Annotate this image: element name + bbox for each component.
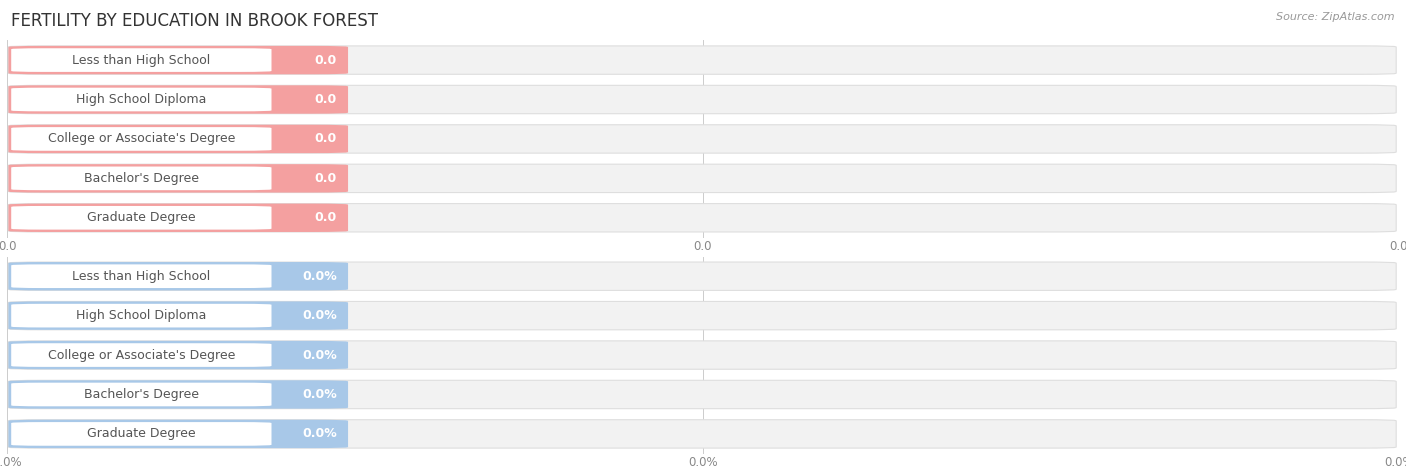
FancyBboxPatch shape — [11, 422, 271, 446]
Text: 0.0: 0.0 — [315, 211, 337, 224]
FancyBboxPatch shape — [8, 86, 349, 114]
Text: 0.0: 0.0 — [315, 93, 337, 106]
FancyBboxPatch shape — [11, 206, 271, 229]
Text: 0.0: 0.0 — [315, 133, 337, 145]
FancyBboxPatch shape — [8, 302, 349, 330]
FancyBboxPatch shape — [8, 341, 349, 369]
FancyBboxPatch shape — [8, 46, 349, 74]
FancyBboxPatch shape — [11, 265, 271, 288]
Text: 0.0%: 0.0% — [302, 388, 337, 401]
FancyBboxPatch shape — [8, 86, 1396, 114]
Text: 0.0: 0.0 — [315, 172, 337, 185]
FancyBboxPatch shape — [8, 46, 1396, 74]
Text: College or Associate's Degree: College or Associate's Degree — [48, 133, 235, 145]
Text: 0.0%: 0.0% — [302, 349, 337, 361]
FancyBboxPatch shape — [11, 48, 271, 72]
FancyBboxPatch shape — [8, 302, 1396, 330]
FancyBboxPatch shape — [11, 304, 271, 327]
FancyBboxPatch shape — [11, 383, 271, 406]
Text: Graduate Degree: Graduate Degree — [87, 211, 195, 224]
FancyBboxPatch shape — [11, 127, 271, 151]
FancyBboxPatch shape — [8, 420, 349, 448]
Text: College or Associate's Degree: College or Associate's Degree — [48, 349, 235, 361]
Text: 0.0: 0.0 — [315, 54, 337, 67]
FancyBboxPatch shape — [8, 125, 1396, 153]
FancyBboxPatch shape — [8, 164, 1396, 192]
FancyBboxPatch shape — [8, 204, 1396, 232]
Text: Less than High School: Less than High School — [72, 270, 211, 283]
Text: Less than High School: Less than High School — [72, 54, 211, 67]
FancyBboxPatch shape — [11, 88, 271, 111]
Text: Source: ZipAtlas.com: Source: ZipAtlas.com — [1277, 12, 1395, 22]
FancyBboxPatch shape — [8, 341, 1396, 369]
FancyBboxPatch shape — [8, 204, 349, 232]
Text: Bachelor's Degree: Bachelor's Degree — [84, 388, 198, 401]
Text: FERTILITY BY EDUCATION IN BROOK FOREST: FERTILITY BY EDUCATION IN BROOK FOREST — [11, 12, 378, 30]
Text: High School Diploma: High School Diploma — [76, 93, 207, 106]
FancyBboxPatch shape — [8, 380, 349, 408]
FancyBboxPatch shape — [8, 164, 349, 192]
FancyBboxPatch shape — [8, 420, 1396, 448]
FancyBboxPatch shape — [8, 262, 349, 290]
FancyBboxPatch shape — [8, 262, 1396, 290]
Text: 0.0%: 0.0% — [302, 428, 337, 440]
Text: Graduate Degree: Graduate Degree — [87, 428, 195, 440]
Text: 0.0%: 0.0% — [302, 270, 337, 283]
FancyBboxPatch shape — [11, 343, 271, 367]
Text: 0.0%: 0.0% — [302, 309, 337, 322]
FancyBboxPatch shape — [8, 125, 349, 153]
FancyBboxPatch shape — [11, 167, 271, 190]
FancyBboxPatch shape — [8, 380, 1396, 408]
Text: High School Diploma: High School Diploma — [76, 309, 207, 322]
Text: Bachelor's Degree: Bachelor's Degree — [84, 172, 198, 185]
